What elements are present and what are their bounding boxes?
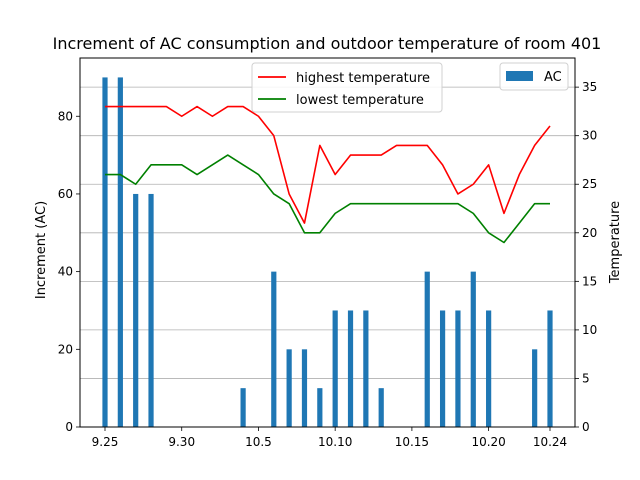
line-layer [105,105,551,244]
x-tick-label: 10.10 [318,435,352,449]
y-right-tick-label: 25 [582,177,597,191]
ac-bar [133,193,139,427]
ac-bar [547,310,553,427]
ac-bar [439,310,446,427]
x-tick-label: 10.20 [471,435,505,449]
y-right-tick-label: 35 [582,80,597,94]
y-axis-left-label: Increment (AC) [34,201,49,299]
ac-bar [117,77,123,427]
lowest-temperature-line [105,154,550,244]
y-axis-right-label: Temperature [608,201,623,284]
highest-temperature-line [105,105,551,224]
legend-label-lowest: lowest temperature [296,93,424,108]
x-tick-label: 9.25 [92,435,119,449]
axis-layer: 0 20 40 60 80 0 5 10 15 20 25 30 35 9.25 9.30 10.5 10.10… [58,57,597,449]
plot-frame [79,57,576,428]
ac-bar [378,388,384,427]
y-left-tick-label: 20 [58,342,73,356]
y-left-tick-label: 60 [58,187,73,201]
ac-bar [317,388,323,427]
ac-bar [271,271,277,427]
y-right-tick-label: 5 [582,371,590,385]
y-right-tick-label: 10 [582,323,597,337]
ac-bar [240,388,246,427]
ac-bar [363,310,369,427]
grid-layer [80,86,575,428]
x-tick-label: 10.5 [245,435,272,449]
x-tick-label: 10.24 [533,435,567,449]
legend-label-highest: highest temperature [296,71,430,86]
x-tick-label: 9.30 [168,435,195,449]
bar-legend: AC [499,62,569,91]
ac-bar [301,349,308,427]
legend-swatch-ac [506,71,533,81]
y-left-tick-label: 80 [58,109,73,123]
ac-bar [470,271,476,427]
bar-layer [102,77,553,427]
y-left-tick-label: 0 [65,420,73,434]
legend-label-ac: AC [544,70,562,85]
x-tick-label: 10.15 [395,435,429,449]
line-legend: highest temperature lowest temperature [251,62,443,113]
bar-legend-frame [499,62,569,91]
ac-bar [347,310,354,427]
ac-bar [424,271,430,427]
ac-bar [532,349,538,427]
ac-bar [486,310,492,427]
ac-bar [455,310,461,427]
y-right-tick-label: 30 [582,129,597,143]
y-left-tick-label: 40 [58,265,73,279]
ac-bar [148,193,154,427]
ac-bar [332,310,338,427]
y-right-tick-label: 15 [582,274,597,288]
chart-title: Increment of AC consumption and outdoor … [53,34,602,53]
ac-bar [286,349,292,427]
y-right-tick-label: 20 [582,226,597,240]
line-legend-frame [251,62,443,113]
ac-bar [102,77,108,427]
legend-layer: highest temperature lowest temperature AC [251,62,569,113]
y-right-tick-label: 0 [582,420,590,434]
